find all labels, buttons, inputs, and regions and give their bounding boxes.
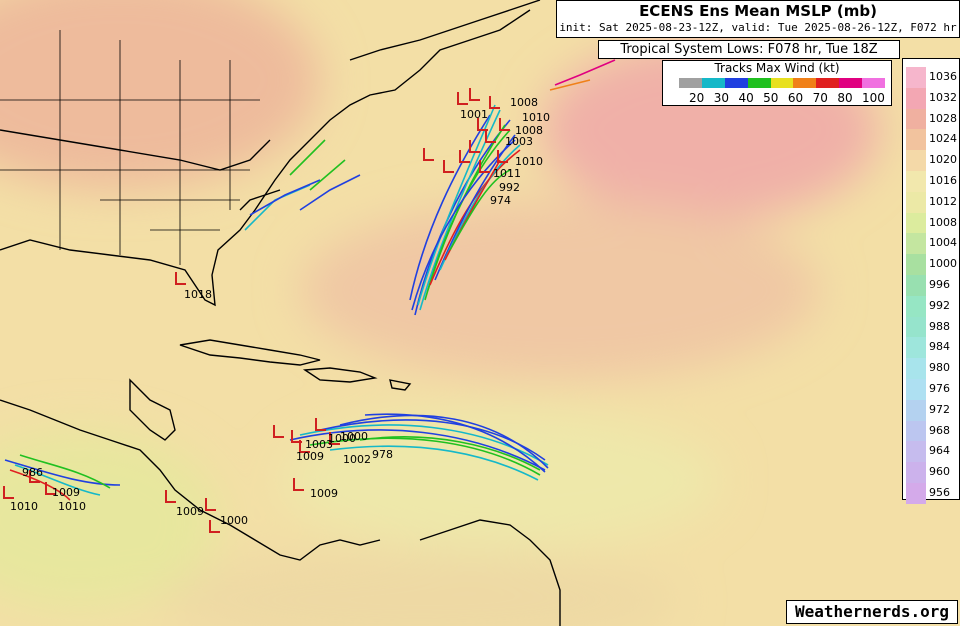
pressure-tick-label: 976 [929,382,950,395]
pressure-tick-label: 964 [929,444,950,458]
tracks-tick-label: 100 [862,91,885,105]
low-label: 1010 [10,500,38,513]
low-label: 1003 [305,438,333,451]
tracks-ticks: 20 30 40 50 60 70 80 100 [689,91,885,105]
caribbean-tracks [289,413,549,481]
tracks-color-swatch [701,78,725,88]
tracks-color-bar [679,78,886,88]
pressure-tick-label: 956 [929,486,950,499]
tracks-legend: Tracks Max Wind (kt) 20 30 40 50 60 70 80 100 [662,60,892,106]
pressure-color-swatch [906,420,926,442]
pressure-color-swatch [906,67,926,89]
tracks-tick-label: 50 [763,91,779,105]
low-label: 992 [499,181,520,194]
low-label: 1001 [460,108,488,121]
pressure-color-swatch [906,462,926,484]
low-label: 974 [490,194,511,207]
pressure-colorbar: 1036 1032 1028 1024 1020 1016 1012 1008 1004 1000… [902,58,960,505]
pressure-tick-label: 988 [929,319,950,333]
tracks-color-swatch [747,78,771,88]
pressure-color-swatch [906,275,926,297]
tracks-color-swatch [679,78,702,88]
pressure-tick-label: 1008 [929,215,957,229]
low-label: 1018 [184,288,212,301]
tracks-color-swatch [724,78,748,88]
pressure-tick-label: 1004 [929,236,957,250]
pressure-color-swatch [906,87,926,110]
pressure-color-swatch [906,212,926,234]
map-subtitle: init: Sat 2025-08-23-12Z, valid: Tue 202… [559,21,957,34]
low-label: 1010 [522,111,550,124]
low-label: 986 [22,466,43,479]
tracks-tick-label: 30 [713,91,729,105]
pressure-tick-label: 1032 [929,90,957,104]
low-label: 1000 [328,432,356,445]
map-header: ECENS Ens Mean MSLP (mb) init: Sat 2025-… [556,0,960,38]
low-label: 1008 [515,124,543,137]
pressure-color-swatch [906,337,926,359]
coastal-tracks [244,59,616,231]
tracks-color-swatch [770,78,794,88]
low-markers [3,88,510,533]
tracks-tick-label: 20 [689,91,705,105]
pressure-color-swatch [906,233,926,255]
tracks-tick-label: 70 [812,91,828,105]
pressure-tick-label: 960 [929,465,950,479]
low-labels: 1008 1010 1008 1003 1010 1001 1011 992 9… [10,96,550,527]
pressure-tick-label: 984 [929,340,950,354]
tropical-lows-label: Tropical System Lows: F078 hr, Tue 18Z [598,40,900,59]
pressure-tick-label: 972 [929,402,950,416]
tracks-color-swatch [839,78,863,88]
low-label: 1000 [340,430,368,443]
pacific-tracks [4,454,121,501]
low-label: 1009 [310,487,338,500]
low-label: 1002 [343,453,371,466]
pressure-color-swatch [906,379,926,401]
tracks-legend-title: Tracks Max Wind (kt) [714,61,840,75]
pressure-color-swatch [906,399,926,422]
pressure-tick-label: 1012 [929,194,957,208]
low-label: 1011 [493,167,521,180]
pressure-tick-label: 1024 [929,132,957,146]
pressure-tick-label: 1028 [929,111,957,125]
pressure-tick-label: 1000 [929,257,957,271]
pressure-color-swatch [906,441,926,463]
low-label: 1009 [296,450,324,463]
low-label: 1000 [220,514,248,527]
credit-label: Weathernerds.org [786,600,958,624]
tracks-color-swatch [816,78,840,88]
low-label: 1009 [176,505,204,518]
tracks-tick-label: 60 [787,91,804,105]
map-title: ECENS Ens Mean MSLP (mb) [639,2,877,20]
pressure-tick-label: 1016 [929,174,957,187]
low-label: 1010 [515,155,543,168]
tracks-color-swatch [862,78,886,88]
pressure-color-swatch [906,191,926,214]
pressure-tick-label: 992 [929,298,950,312]
pressure-color-swatch [906,358,926,380]
tracks-color-swatch [793,78,817,88]
pressure-tick-label: 1020 [929,153,957,167]
pressure-tick-label: 980 [929,361,950,375]
pressure-color-swatch [906,483,926,505]
low-label: 1009 [52,486,80,499]
tracks-tick-label: 80 [837,91,853,105]
pressure-color-swatch [906,254,926,276]
low-label: 1003 [505,135,533,148]
pressure-tick-label: 968 [929,423,950,437]
pressure-color-swatch [906,316,926,338]
low-label: 1008 [510,96,538,109]
low-label: 978 [372,448,393,461]
borders [0,30,260,265]
pressure-color-swatch [906,295,926,318]
pressure-color-swatch [906,108,926,130]
low-label: 1010 [58,500,86,513]
pressure-color-swatch [906,150,926,172]
pressure-color-swatch [906,171,926,193]
tracks-tick-label: 40 [738,91,754,105]
pressure-color-swatch [906,129,926,151]
pressure-tick-label: 996 [929,278,950,291]
pressure-tick-label: 1036 [929,70,957,83]
